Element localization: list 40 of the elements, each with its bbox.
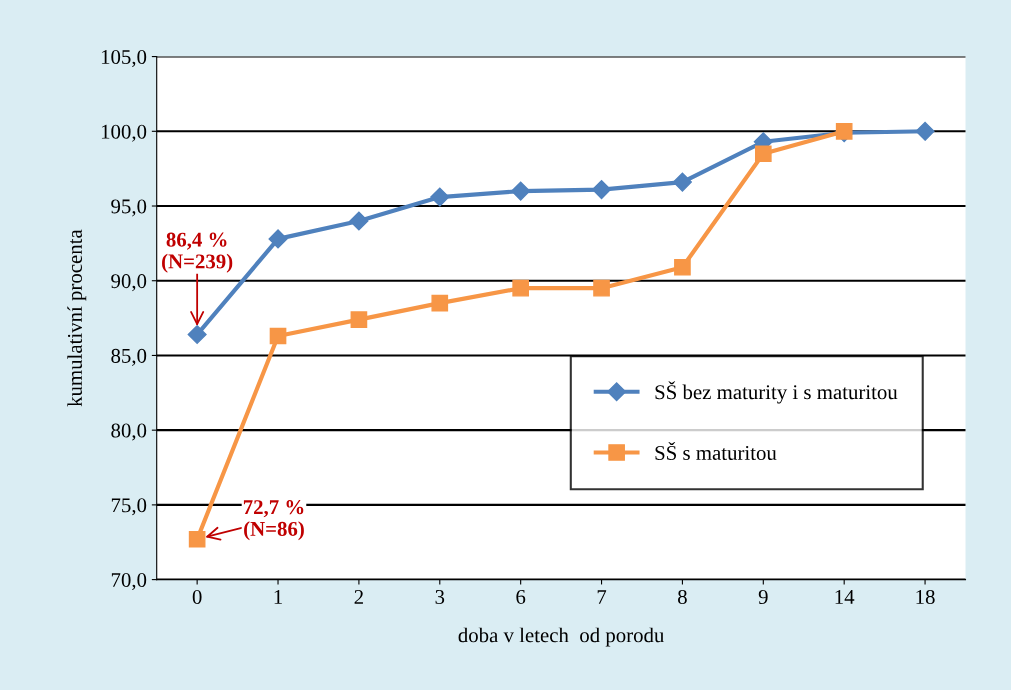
x-tick-label: 0: [192, 589, 202, 604]
x-tick-label: 3: [435, 589, 445, 604]
y-tick-label: 95,0: [111, 199, 147, 217]
point: [592, 180, 612, 200]
point: [915, 121, 935, 141]
annotation: 86,4 % (N=239): [162, 232, 233, 273]
x-tick-label: 18: [916, 589, 935, 604]
x-tick-label: 2: [354, 589, 363, 604]
y-tick-label: 100,0: [101, 124, 147, 142]
point: [187, 324, 207, 345]
point: [511, 181, 531, 201]
point: [430, 187, 450, 207]
x-tick-label: 1: [274, 590, 282, 604]
legend-label: SŠ bez maturity i s maturitou: [655, 381, 898, 404]
point: [350, 311, 368, 328]
point: [672, 172, 692, 192]
y-tick-label: 85,0: [111, 348, 147, 366]
y-tick-label: 75,0: [111, 498, 147, 516]
point: [512, 279, 529, 297]
point: [754, 145, 772, 163]
point: [349, 211, 369, 231]
x-tick-label: 14: [835, 590, 855, 604]
legend-label: SŠ s maturitou: [655, 441, 777, 460]
y-tick-label: 80,0: [111, 423, 147, 441]
y-axis-title: kumulativní procenta: [67, 229, 87, 407]
x-axis-title: doba v letech od porodu: [458, 627, 665, 647]
point: [268, 229, 288, 249]
point: [188, 530, 206, 548]
x-tick-label: 9: [758, 589, 768, 604]
y-tick-label: 70,0: [111, 572, 147, 591]
x-tick-label: 8: [678, 589, 687, 604]
x-tick-label: 7: [597, 590, 607, 604]
point: [593, 279, 610, 297]
point: [269, 327, 287, 345]
y-tick-label: 90,0: [111, 274, 147, 292]
annotation: 72,7 % (N=86): [243, 500, 304, 541]
point: [431, 294, 449, 312]
y-tick-label: 105,0: [101, 49, 147, 68]
x-tick-label: 6: [516, 589, 526, 604]
point: [674, 258, 691, 276]
